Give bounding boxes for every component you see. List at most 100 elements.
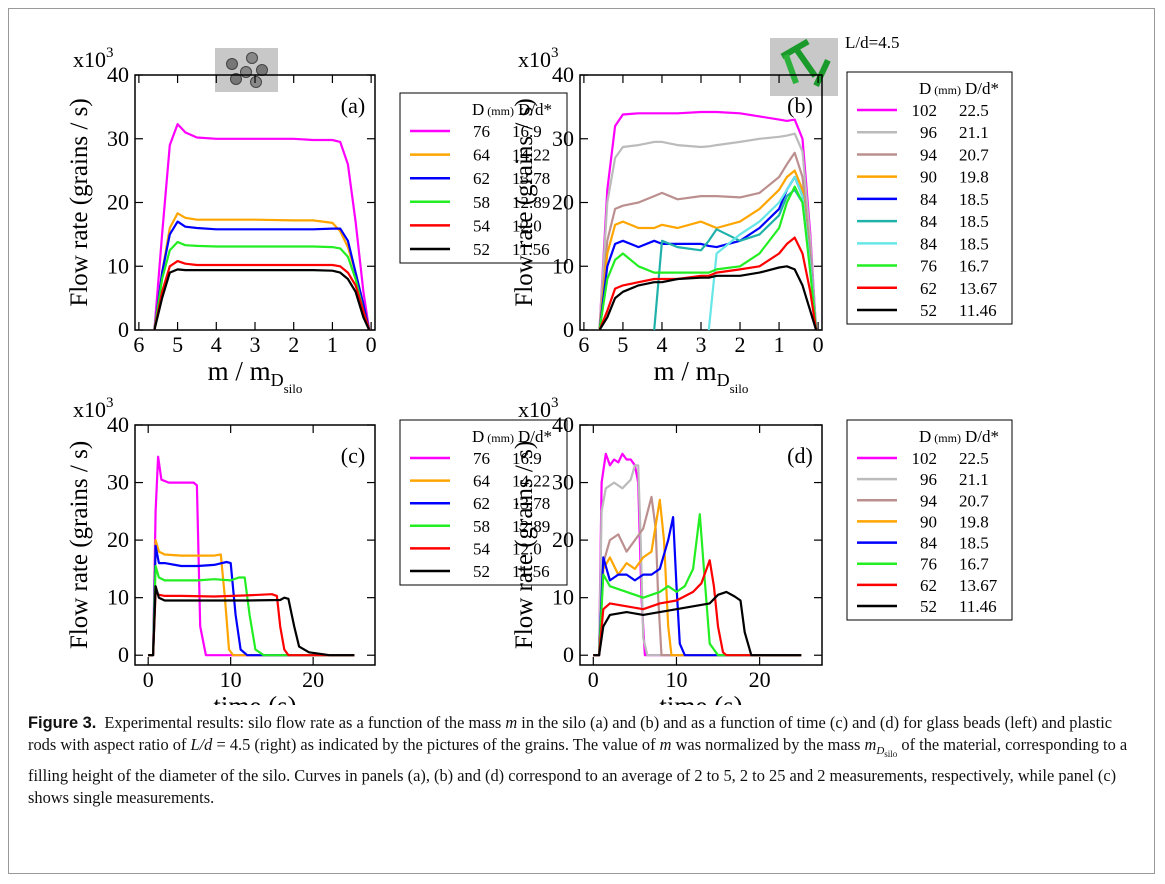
legend-ratio: 22.5: [959, 101, 989, 120]
legend-ratio: 19.8: [959, 512, 989, 531]
legend-header-d-text: D: [472, 427, 484, 446]
legend-header-d-text: D: [919, 79, 931, 98]
legend-d: 58: [473, 193, 490, 212]
x-tick-label: 10: [665, 667, 687, 692]
x-axis-label-sub: D: [717, 370, 730, 390]
legend-d: 52: [473, 562, 490, 581]
y-tick-label: 40: [107, 62, 129, 87]
legend-header-unit: (mm): [487, 104, 514, 118]
data-line: [593, 513, 802, 657]
caption-text: Experimental results: silo flow rate as …: [104, 713, 506, 732]
data-line: [598, 132, 818, 331]
data-line: [593, 452, 802, 657]
legend-d: 90: [920, 168, 937, 187]
x-tick-label: 1: [327, 332, 338, 357]
x-axis-label-main: time (s): [659, 691, 742, 705]
data-line: [593, 516, 802, 657]
legend-ratio: 11.56: [512, 240, 550, 259]
legend-d: 62: [473, 169, 490, 188]
data-line: [598, 265, 818, 331]
y-axis-label: Flow rate (grains / s): [511, 98, 538, 306]
x-tick-label: 4: [211, 332, 222, 357]
y-multiplier-base: x10: [73, 397, 106, 422]
legend-ratio: 12.0: [512, 216, 542, 235]
legend-d: 90: [920, 512, 937, 531]
legend-ratio: 18.5: [959, 190, 989, 209]
y-tick-label: 0: [563, 317, 574, 342]
legend-header-unit: (mm): [487, 431, 514, 445]
legend-ratio: 18.5: [959, 534, 989, 553]
caption-text: in the silo (a) and (b) and as a functio…: [28, 713, 1113, 754]
grain-picture-beads: [215, 48, 278, 92]
caption-text: of the material, corresponding to a fill…: [28, 735, 1128, 807]
legend-header-d: D (mm): [472, 427, 514, 446]
x-tick-label: 3: [696, 332, 707, 357]
y-tick-label: 0: [563, 642, 574, 667]
legend-header-ratio: D/d*: [965, 79, 999, 98]
y-tick-label: 20: [107, 527, 129, 552]
legend-ratio: 12.89: [512, 193, 550, 212]
x-tick-label: 3: [250, 332, 261, 357]
data-line: [148, 455, 355, 657]
legend-ratio: 20.7: [959, 491, 989, 510]
y-multiplier: x103: [73, 45, 114, 72]
x-tick-label: 0: [588, 667, 599, 692]
grain-label: L/d=4.5: [845, 33, 899, 52]
figure-frame: [8, 8, 1155, 874]
data-line: [593, 559, 802, 657]
y-tick-label: 20: [552, 190, 574, 215]
y-multiplier: x103: [518, 45, 559, 72]
x-axis-label: time (s): [659, 691, 742, 705]
panel-label: (c): [341, 443, 365, 468]
x-tick-label: 6: [578, 332, 589, 357]
data-line: [153, 268, 371, 331]
data-line: [598, 169, 818, 331]
legend-d: 84: [920, 190, 938, 209]
legend-header-ratio: D/d*: [518, 427, 552, 446]
y-tick-label: 10: [552, 585, 574, 610]
x-tick-label: 5: [172, 332, 183, 357]
x-axis-label-subsub: silo: [730, 381, 749, 396]
legend-d: 52: [473, 240, 490, 259]
legend-header-d: D (mm): [472, 100, 514, 119]
legend-d: 64: [473, 146, 491, 165]
data-line: [598, 110, 818, 331]
panel-label: (d): [787, 443, 813, 468]
x-axis-label: time (s): [213, 691, 296, 705]
y-multiplier-exp: 3: [551, 45, 559, 61]
data-line: [593, 495, 802, 657]
x-tick-label: 0: [813, 332, 824, 357]
legend-d: 84: [920, 234, 938, 253]
legend-header-d-text: D: [919, 427, 931, 446]
legend-ratio: 16.9: [512, 449, 542, 468]
caption-text: m: [864, 735, 877, 754]
y-multiplier-base: x10: [73, 47, 106, 72]
data-line: [153, 123, 371, 331]
x-tick-label: 20: [749, 667, 771, 692]
legend-header-d: D (mm): [919, 427, 961, 446]
y-tick-label: 10: [107, 585, 129, 610]
legend-d: 52: [920, 597, 937, 616]
legend-ratio: 12.0: [512, 539, 542, 558]
caption-label: Figure 3.: [28, 714, 97, 732]
x-axis-label-main: time (s): [213, 691, 296, 705]
y-tick-label: 10: [107, 253, 129, 278]
data-line: [598, 151, 818, 331]
legend-ratio: 16.7: [959, 257, 989, 276]
legend-ratio: 14.22: [512, 146, 550, 165]
legend-ratio: 11.46: [959, 301, 997, 320]
legend-ratio: 11.46: [959, 597, 997, 616]
caption-text: D: [876, 745, 885, 757]
y-tick-label: 30: [552, 126, 574, 151]
legend-d: 96: [920, 123, 937, 142]
y-axis-label: Flow rate (grains / s): [66, 441, 93, 649]
caption-text: L/d: [190, 735, 213, 754]
legend-d: 62: [920, 279, 937, 298]
legend-ratio: 16.7: [959, 555, 989, 574]
panel-label: (b): [787, 93, 813, 118]
plot-frame: [134, 424, 376, 666]
legend-d: 84: [920, 534, 938, 553]
y-tick-label: 0: [118, 642, 129, 667]
y-multiplier-exp: 3: [106, 45, 114, 61]
